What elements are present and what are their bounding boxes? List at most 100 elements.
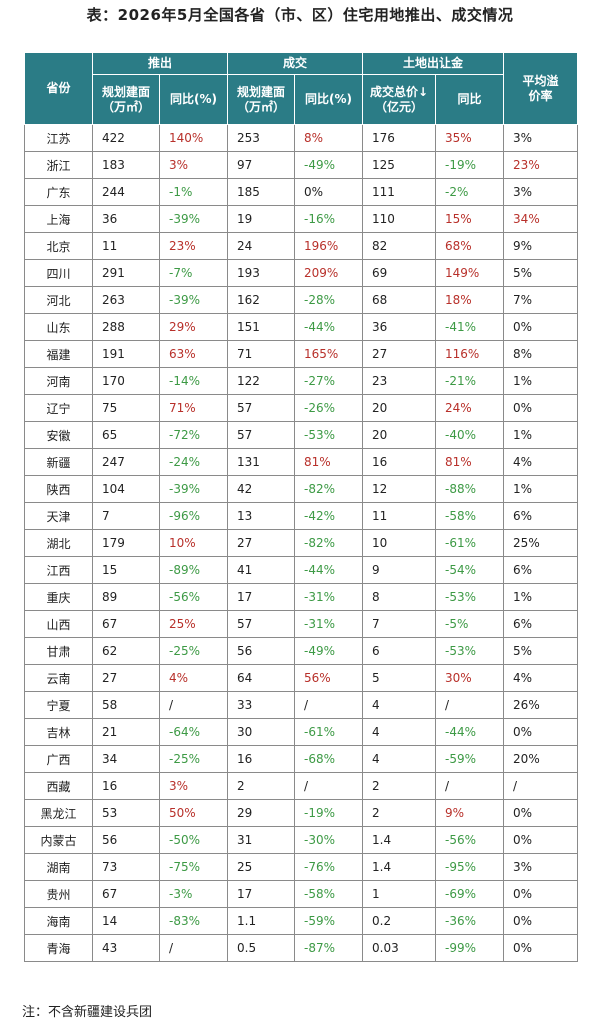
cell-avg-premium: 0%	[503, 394, 579, 422]
table-row: 新疆 247 -24% 131 81% 16 81% 4%	[24, 448, 579, 476]
cell-deal-yoy: -49%	[294, 151, 364, 179]
cell-deal-yoy: /	[294, 772, 364, 800]
cell-revenue-yoy: -69%	[435, 880, 505, 908]
cell-launch-area: 43	[92, 934, 160, 962]
table-row: 吉林 21 -64% 30 -61% 4 -44% 0%	[24, 718, 579, 746]
cell-revenue-yoy: -2%	[435, 178, 505, 206]
cell-province: 江苏	[24, 124, 93, 152]
cell-avg-premium: 25%	[503, 529, 579, 557]
cell-revenue-yoy: 68%	[435, 232, 505, 260]
cell-deal-yoy: -19%	[294, 799, 364, 827]
cell-launch-yoy: 25%	[158, 610, 229, 638]
cell-revenue-yoy: -88%	[435, 475, 505, 503]
cell-revenue-yoy: 81%	[435, 448, 505, 476]
cell-launch-yoy: -64%	[158, 718, 229, 746]
cell-avg-premium: 3%	[503, 853, 579, 881]
header-avg-premium-label: 平均溢价率	[522, 73, 559, 103]
cell-deal-yoy: -28%	[294, 286, 364, 314]
cell-launch-area: 21	[92, 718, 160, 746]
cell-launch-yoy: -25%	[158, 637, 229, 665]
cell-deal-area: 56	[227, 637, 296, 665]
cell-revenue-yoy: 149%	[435, 259, 505, 287]
table-row: 浙江 183 3% 97 -49% 125 -19% 23%	[24, 151, 579, 179]
cell-launch-yoy: -25%	[158, 745, 229, 773]
table-row: 广西 34 -25% 16 -68% 4 -59% 20%	[24, 745, 579, 773]
cell-deal-yoy: -58%	[294, 880, 364, 908]
cell-deal-area: 17	[227, 583, 296, 611]
header-deal-yoy: 同比(%)	[294, 74, 364, 125]
cell-province: 北京	[24, 232, 93, 260]
table-row: 贵州 67 -3% 17 -58% 1 -69% 0%	[24, 880, 579, 908]
cell-avg-premium: 9%	[503, 232, 579, 260]
cell-launch-area: 183	[92, 151, 160, 179]
cell-revenue-yoy: -53%	[435, 583, 505, 611]
cell-launch-yoy: -24%	[158, 448, 229, 476]
header-launch-area: 规划建面（万㎡）	[92, 74, 160, 125]
cell-deal-area: 29	[227, 799, 296, 827]
cell-province: 广东	[24, 178, 93, 206]
cell-launch-area: 34	[92, 745, 160, 773]
cell-launch-yoy: -75%	[158, 853, 229, 881]
cell-province: 浙江	[24, 151, 93, 179]
cell-deal-yoy: -82%	[294, 529, 364, 557]
cell-launch-yoy: -89%	[158, 556, 229, 584]
cell-province: 河北	[24, 286, 93, 314]
cell-launch-yoy: 140%	[158, 124, 229, 152]
table-row: 四川 291 -7% 193 209% 69 149% 5%	[24, 259, 579, 287]
cell-deal-area: 42	[227, 475, 296, 503]
cell-launch-yoy: 71%	[158, 394, 229, 422]
cell-deal-area: 185	[227, 178, 296, 206]
cell-revenue-yoy: 35%	[435, 124, 505, 152]
cell-launch-area: 56	[92, 826, 160, 854]
table-row: 河南 170 -14% 122 -27% 23 -21% 1%	[24, 367, 579, 395]
cell-province: 天津	[24, 502, 93, 530]
cell-deal-area: 33	[227, 691, 296, 719]
cell-launch-yoy: 29%	[158, 313, 229, 341]
cell-deal-area: 41	[227, 556, 296, 584]
cell-deal-area: 151	[227, 313, 296, 341]
cell-deal-area: 193	[227, 259, 296, 287]
cell-total-price: 2	[362, 799, 437, 827]
cell-revenue-yoy: -58%	[435, 502, 505, 530]
table-row: 福建 191 63% 71 165% 27 116% 8%	[24, 340, 579, 368]
cell-total-price: 36	[362, 313, 437, 341]
cell-province: 海南	[24, 907, 93, 935]
cell-deal-yoy: -76%	[294, 853, 364, 881]
table-row: 辽宁 75 71% 57 -26% 20 24% 0%	[24, 394, 579, 422]
cell-launch-area: 58	[92, 691, 160, 719]
cell-revenue-yoy: -40%	[435, 421, 505, 449]
cell-avg-premium: 5%	[503, 637, 579, 665]
cell-revenue-yoy: /	[435, 772, 505, 800]
table-header: 省份 推出 成交 土地出让金 平均溢价率 规划建面（万㎡） 同比(%) 规划建面…	[24, 52, 579, 125]
cell-deal-yoy: 56%	[294, 664, 364, 692]
cell-deal-yoy: -53%	[294, 421, 364, 449]
cell-launch-yoy: -14%	[158, 367, 229, 395]
header-launch-yoy: 同比(%)	[158, 74, 229, 125]
cell-launch-yoy: 3%	[158, 772, 229, 800]
cell-deal-yoy: -16%	[294, 205, 364, 233]
cell-total-price: 68	[362, 286, 437, 314]
cell-deal-area: 2	[227, 772, 296, 800]
cell-deal-yoy: -31%	[294, 583, 364, 611]
cell-deal-yoy: 165%	[294, 340, 364, 368]
cell-avg-premium: 26%	[503, 691, 579, 719]
cell-province: 湖南	[24, 853, 93, 881]
cell-launch-yoy: -39%	[158, 475, 229, 503]
cell-revenue-yoy: -59%	[435, 745, 505, 773]
cell-launch-area: 16	[92, 772, 160, 800]
cell-launch-yoy: /	[158, 934, 229, 962]
cell-deal-yoy: -42%	[294, 502, 364, 530]
cell-deal-area: 16	[227, 745, 296, 773]
cell-total-price: 10	[362, 529, 437, 557]
cell-launch-yoy: -72%	[158, 421, 229, 449]
cell-revenue-yoy: -61%	[435, 529, 505, 557]
cell-total-price: 69	[362, 259, 437, 287]
footnote: 注：不含新疆建设兵团	[22, 1005, 153, 1020]
table-row: 上海 36 -39% 19 -16% 110 15% 34%	[24, 205, 579, 233]
cell-revenue-yoy: 30%	[435, 664, 505, 692]
cell-launch-area: 7	[92, 502, 160, 530]
cell-deal-area: 57	[227, 421, 296, 449]
cell-deal-yoy: 81%	[294, 448, 364, 476]
cell-launch-area: 170	[92, 367, 160, 395]
cell-revenue-yoy: 24%	[435, 394, 505, 422]
